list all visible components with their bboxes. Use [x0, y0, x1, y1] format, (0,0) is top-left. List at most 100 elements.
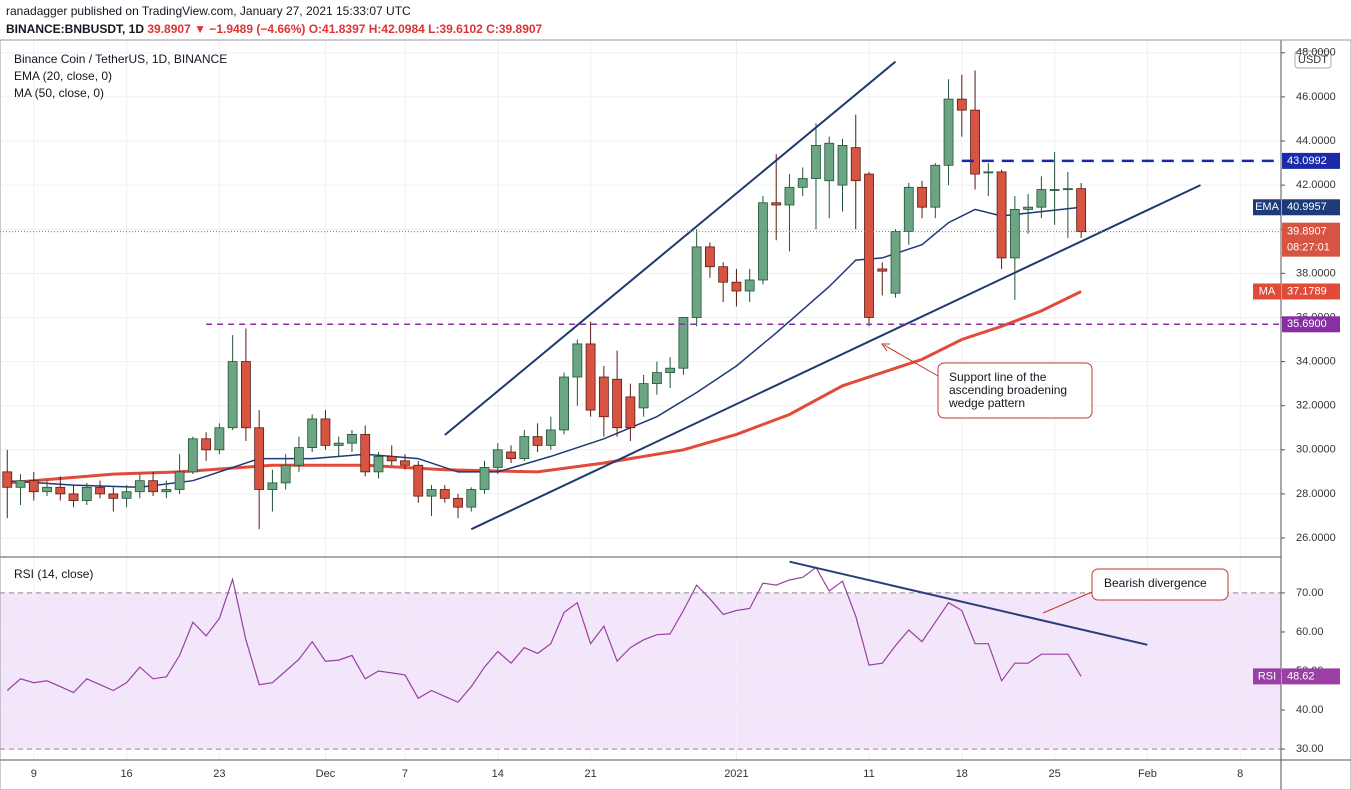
last-price: 39.8907 — [1287, 226, 1327, 238]
candle-body — [612, 378, 623, 429]
candle-body — [201, 438, 212, 451]
y-tick-label: 34.0000 — [1296, 355, 1336, 367]
ma-value: 37.1789 — [1287, 285, 1327, 297]
x-tick-label: 18 — [956, 768, 968, 780]
callout-pointer — [883, 344, 939, 377]
x-tick-label: 8 — [1237, 768, 1243, 780]
candle-body — [545, 429, 556, 446]
candle-body — [55, 486, 66, 495]
y-tick-label: 30.00 — [1296, 743, 1324, 755]
y-tick-label: 40.00 — [1296, 704, 1324, 716]
candle-body — [943, 98, 954, 166]
callout-text: Bearish divergence — [1104, 576, 1207, 590]
candle-body — [439, 489, 450, 499]
candle-body — [983, 171, 994, 174]
candle-body — [890, 231, 901, 294]
candle-body — [1009, 208, 1020, 259]
callout-pointer — [1042, 591, 1093, 614]
candle-body — [95, 486, 105, 495]
change: ▼ −1.9489 (−4.66%) — [194, 22, 305, 36]
candle-body — [426, 489, 437, 497]
y-tick-label: 30.0000 — [1296, 444, 1336, 456]
level-label: 43.0992 — [1287, 155, 1327, 167]
candle-body — [864, 173, 874, 318]
candle-body — [386, 456, 397, 462]
candle-body — [187, 438, 198, 473]
x-tick-label: 9 — [31, 768, 37, 780]
ema-line — [7, 206, 1082, 489]
callout-text: Support line of the — [949, 370, 1047, 384]
ma-line — [7, 290, 1082, 485]
candle-body — [705, 246, 715, 268]
last-price-tag — [1282, 222, 1340, 257]
ma-tag: MA — [1259, 285, 1276, 297]
candle-body — [837, 145, 848, 186]
candle-body — [42, 486, 52, 493]
candle-body — [850, 147, 861, 182]
y-tick-label: 46.0000 — [1296, 91, 1336, 103]
chart-title: Binance Coin / TetherUS, 1D, BINANCE — [14, 52, 227, 66]
candle-body — [466, 489, 477, 508]
byline: ranadagger published on TradingView.com,… — [6, 4, 411, 18]
candle-body — [373, 456, 384, 473]
rsi-line — [6, 566, 1082, 703]
candle-body — [15, 480, 26, 488]
candle-body — [718, 266, 729, 283]
ema-tag: EMA — [1255, 201, 1280, 213]
candle-body — [678, 317, 689, 369]
divergence-line — [789, 560, 1148, 646]
y-tick-label: 44.0000 — [1296, 135, 1336, 147]
candle-body — [1062, 188, 1073, 191]
candle-body — [758, 202, 768, 281]
callout-box — [1091, 568, 1229, 601]
symbol-line: BINANCE:BNBUSDT, 1D 39.8907 ▼ −1.9489 (−… — [6, 22, 543, 36]
ema-value: 40.9957 — [1287, 201, 1327, 213]
candle-body — [108, 493, 119, 499]
ma-legend: MA (50, close, 0) — [14, 86, 104, 100]
level-tag — [1282, 316, 1340, 333]
candle-body — [559, 376, 569, 431]
candle-body — [917, 186, 927, 208]
candle-body — [970, 109, 980, 175]
candle-body — [691, 246, 702, 318]
y-tick-label: 28.0000 — [1296, 488, 1336, 500]
candle-body — [877, 268, 888, 272]
candle-body — [307, 418, 318, 449]
candle-body — [519, 436, 530, 460]
currency: USDT — [1298, 54, 1328, 66]
level-label: 35.6900 — [1287, 318, 1327, 330]
candle-body — [453, 497, 463, 508]
ema-tag-name — [1253, 199, 1281, 216]
y-tick-label: 70.00 — [1296, 587, 1324, 599]
rsi-tag-name — [1253, 668, 1281, 685]
candle-body — [651, 372, 662, 385]
candle-body — [956, 98, 967, 111]
candle-body — [532, 436, 543, 446]
candle-body — [161, 489, 172, 493]
y-tick-label: 32.0000 — [1296, 400, 1336, 412]
candle-body — [360, 433, 371, 473]
candle-body — [771, 202, 782, 206]
ema-legend: EMA (20, close, 0) — [14, 69, 112, 83]
x-tick-label: Dec — [316, 768, 336, 780]
level-tag — [1282, 152, 1340, 169]
callout-box — [937, 362, 1093, 419]
candle-body — [400, 460, 410, 466]
candle-body — [585, 343, 596, 411]
ema-tag-value — [1282, 199, 1340, 216]
x-tick-label: 2021 — [724, 768, 748, 780]
candle-body — [903, 186, 914, 232]
candle-body — [2, 471, 13, 488]
candle-body — [598, 376, 609, 418]
candle-body — [797, 178, 808, 188]
candle-body — [294, 447, 304, 466]
candle-body — [134, 480, 145, 493]
candle-body — [267, 482, 278, 490]
candle-body — [81, 486, 92, 501]
currency-box — [1294, 50, 1332, 69]
candle-body — [824, 142, 835, 182]
y-tick-label: 48.0000 — [1296, 47, 1336, 59]
candle-body — [280, 464, 291, 484]
candle-body — [413, 464, 424, 497]
